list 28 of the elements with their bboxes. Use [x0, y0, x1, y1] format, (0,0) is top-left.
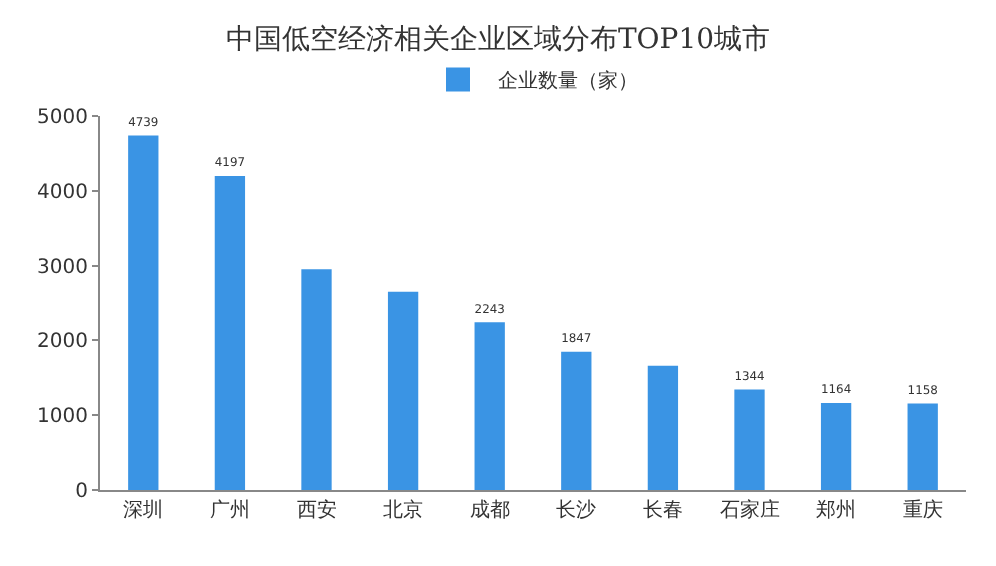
- y-tick-label: 0: [75, 481, 88, 503]
- x-tick-label: 石家庄: [719, 498, 780, 522]
- y-tick-label: 5000: [37, 107, 88, 129]
- y-tick-label: 4000: [37, 181, 88, 204]
- chart-title: 中国低空经济相关企业区域分布TOP10城市: [225, 23, 771, 56]
- bar: [474, 322, 505, 490]
- x-tick-label: 成都: [469, 498, 510, 522]
- bar: [128, 135, 159, 490]
- bar: [734, 389, 765, 490]
- bar: [561, 351, 592, 490]
- y-tick-label: 2000: [37, 331, 88, 354]
- bar: [820, 402, 852, 490]
- legend-label: 企业数量（家）: [498, 69, 638, 94]
- x-tick-label: 郑州: [816, 498, 857, 522]
- x-tick-label: 深圳: [123, 498, 164, 522]
- bar: [387, 291, 419, 490]
- y-tick-label: 1000: [37, 406, 88, 429]
- bar: [214, 176, 246, 490]
- x-tick-label: 北京: [383, 498, 424, 522]
- bar: [907, 403, 938, 490]
- x-tick-label: 长春: [642, 498, 683, 522]
- x-tick-label: 长沙: [556, 498, 597, 522]
- x-tick-label: 重庆: [902, 498, 943, 522]
- bar: [647, 365, 679, 490]
- y-tick-label: 3000: [37, 256, 88, 279]
- x-tick-label: 广州: [209, 498, 250, 522]
- x-tick-label: 西安: [296, 498, 337, 522]
- bar: [301, 269, 332, 490]
